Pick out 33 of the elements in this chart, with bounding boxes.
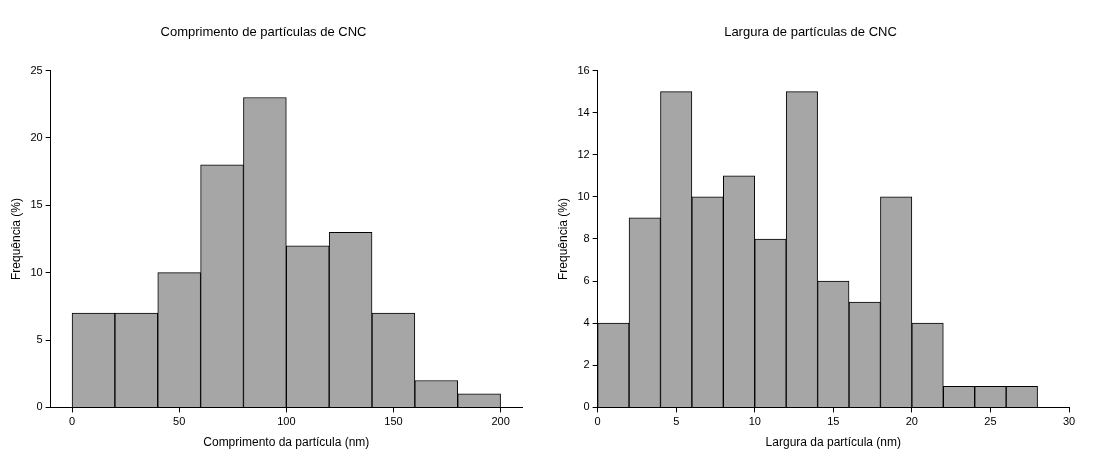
y-tick-label: 6	[583, 274, 590, 287]
y-tick-label: 4	[583, 316, 590, 329]
y-tick-label: 10	[30, 265, 43, 278]
x-tick-label: 100	[277, 415, 296, 428]
x-tick-label: 30	[1062, 415, 1076, 428]
y-axis-title: Frequência (%)	[8, 197, 23, 281]
y-tick-label: 2	[583, 358, 590, 371]
x-axis-title: Largura da partícula (nm)	[765, 435, 902, 450]
y-tick-label: 10	[577, 189, 590, 202]
x-tick-label: 25	[984, 415, 997, 428]
x-tick-label: 5	[673, 415, 680, 428]
x-tick-label: 0	[69, 415, 76, 428]
y-tick-label: 5	[36, 333, 43, 346]
y-tick-label: 8	[583, 232, 590, 245]
y-tick-label: 20	[30, 130, 43, 143]
y-tick-label: 14	[577, 105, 590, 118]
y-tick-label: 0	[583, 400, 590, 413]
y-tick-label: 16	[577, 63, 590, 76]
x-tick-label: 150	[384, 415, 403, 428]
chart-title: Largura de partículas de CNC	[724, 24, 897, 40]
y-tick-label: 15	[30, 198, 43, 211]
x-tick-label: 200	[491, 415, 510, 428]
x-tick-label: 15	[827, 415, 840, 428]
x-tick-label: 10	[748, 415, 761, 428]
x-tick-label: 20	[905, 415, 918, 428]
y-tick-label: 12	[577, 147, 590, 160]
y-tick-label: 25	[30, 63, 43, 76]
chart-title: Comprimento de partículas de CNC	[160, 24, 367, 40]
y-axis-title: Frequência (%)	[555, 197, 570, 281]
x-tick-label: 50	[173, 415, 186, 428]
x-axis-title: Comprimento da partícula (nm)	[203, 435, 370, 450]
y-tick-label: 0	[36, 400, 43, 413]
x-tick-label: 0	[594, 415, 601, 428]
